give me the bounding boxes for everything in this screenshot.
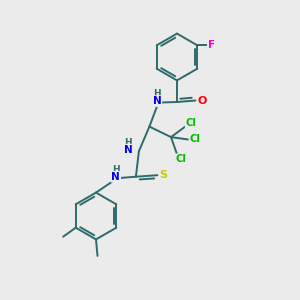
- Text: H: H: [153, 88, 161, 98]
- Text: Cl: Cl: [186, 118, 196, 128]
- Text: N: N: [111, 172, 120, 182]
- Text: F: F: [208, 40, 215, 50]
- Text: O: O: [197, 95, 207, 106]
- Text: Cl: Cl: [175, 154, 186, 164]
- Text: S: S: [160, 170, 167, 180]
- Text: N: N: [124, 145, 133, 155]
- Text: N: N: [152, 96, 161, 106]
- Text: H: H: [112, 165, 120, 174]
- Text: H: H: [124, 138, 132, 147]
- Text: Cl: Cl: [190, 134, 200, 145]
